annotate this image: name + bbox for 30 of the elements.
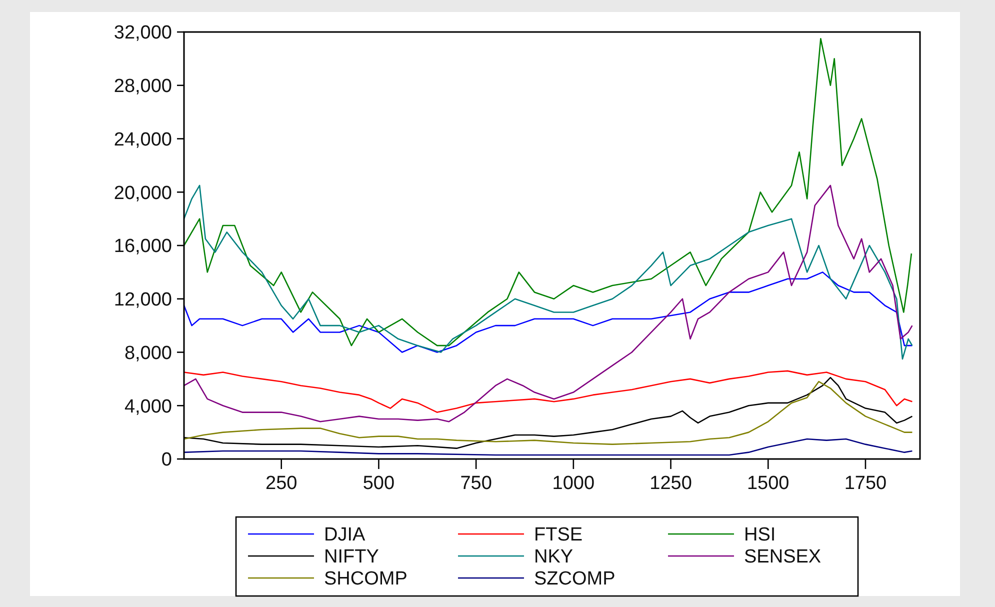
y-tick-label: 16,000: [114, 236, 172, 258]
legend-label: SENSEX: [744, 546, 822, 568]
y-tick-label: 24,000: [114, 129, 172, 150]
line-series: [183, 438, 913, 456]
x-tick-label: 1000: [552, 473, 595, 494]
x-tick-label: 1500: [746, 473, 790, 494]
legend-label: DJIA: [324, 524, 366, 546]
legend-label: HSI: [744, 524, 776, 546]
y-tick-label: 12,000: [114, 290, 172, 311]
y-tick-label: 28,000: [114, 76, 172, 98]
line-series: [183, 184, 913, 422]
x-tick-label: 750: [460, 473, 492, 494]
legend-label: NKY: [534, 546, 574, 568]
y-tick-label: 8,000: [124, 342, 172, 364]
x-tick-label: 500: [362, 473, 395, 494]
y-tick-label: 32,000: [114, 22, 172, 44]
y-tick-label: 4,000: [124, 396, 172, 418]
y-tick-label: 0: [161, 450, 172, 471]
line-series: [183, 184, 913, 360]
line-series: [183, 370, 913, 413]
legend-label: SZCOMP: [534, 568, 616, 590]
x-tick-label: 1750: [844, 473, 887, 494]
line-series: [183, 272, 913, 353]
x-tick-label: 250: [266, 473, 298, 494]
line-series: [183, 38, 912, 346]
legend-label: NIFTY: [324, 546, 380, 568]
legend-label: SHCOMP: [324, 568, 408, 590]
legend-label: FTSE: [534, 524, 583, 546]
x-tick-label: 1250: [650, 473, 692, 494]
y-tick-label: 20,000: [114, 182, 172, 204]
